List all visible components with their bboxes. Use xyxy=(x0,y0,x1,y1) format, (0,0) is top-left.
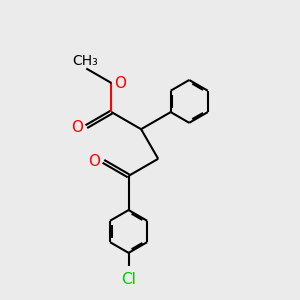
Text: CH₃: CH₃ xyxy=(72,54,98,68)
Text: O: O xyxy=(71,120,83,135)
Text: O: O xyxy=(114,76,126,91)
Text: Cl: Cl xyxy=(121,272,136,286)
Text: O: O xyxy=(88,154,100,169)
